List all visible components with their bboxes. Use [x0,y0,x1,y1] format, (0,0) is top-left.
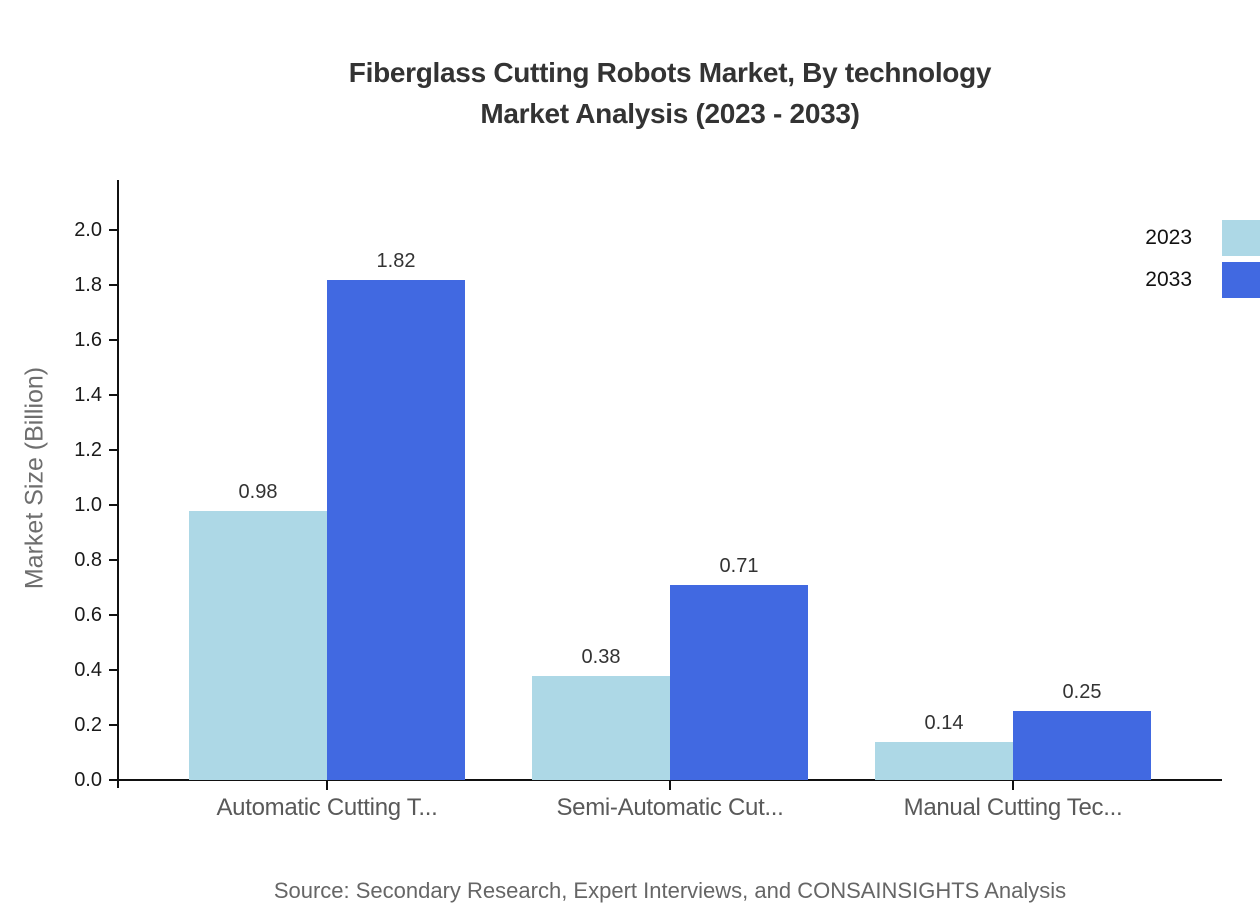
y-tick-label: 1.0 [74,494,102,516]
legend-label: 2023 [1145,226,1192,249]
y-tick-mark [109,724,118,726]
legend-swatch [1222,220,1260,256]
value-label: 0.98 [238,480,278,503]
y-tick-label: 1.2 [74,439,102,461]
y-tick-label: 2.0 [74,219,102,241]
source-note: Source: Secondary Research, Expert Inter… [273,878,1067,903]
y-tick-label: 0.2 [74,714,102,736]
chart-title-line2: Market Analysis (2023 - 2033) [480,98,860,129]
x-tick-mark [669,780,671,790]
legend: 2023 2033 [1145,220,1260,304]
legend-swatch [1222,262,1260,298]
category-label: Automatic Cutting T... [216,794,438,821]
value-label: 1.82 [376,249,416,272]
y-tick-mark [109,614,118,616]
x-tick-mark [1012,780,1014,790]
y-tick-mark [109,779,118,781]
legend-label: 2033 [1145,268,1192,291]
y-tick-label: 0.4 [74,659,102,681]
category-label: Manual Cutting Tec... [903,794,1123,821]
bar-2023 [189,510,327,780]
value-label: 0.25 [1062,681,1102,704]
bar-2023 [532,675,670,780]
y-tick-mark [109,339,118,341]
bar-2033 [670,584,808,780]
y-tick-label: 1.4 [74,384,102,406]
y-tick-mark [109,449,118,451]
legend-item-2023: 2023 [1145,220,1260,256]
y-tick-mark [109,394,118,396]
y-tick-label: 1.8 [74,274,102,296]
value-label: 0.14 [924,711,964,734]
y-tick-label: 1.6 [74,329,102,351]
legend-item-2033: 2033 [1145,262,1260,298]
y-tick-mark [109,229,118,231]
y-tick-label: 0.8 [74,549,102,571]
y-tick-label: 0.0 [74,769,102,791]
x-axis-line [109,779,1222,781]
value-label: 0.38 [581,645,621,668]
category-label: Semi-Automatic Cut... [556,794,784,821]
bar-2023 [875,741,1013,780]
y-tick-mark [109,669,118,671]
y-tick-mark [109,559,118,561]
x-tick-mark [326,780,328,790]
y-tick-mark [109,284,118,286]
y-tick-mark [109,504,118,506]
y-tick-label: 0.6 [74,604,102,626]
chart-title: Fiberglass Cutting Robots Market, By tec… [80,52,1260,134]
chart-title-line1: Fiberglass Cutting Robots Market, By tec… [348,57,992,88]
value-label: 0.71 [719,554,759,577]
y-axis-line [117,180,119,788]
bar-2033 [1013,711,1151,780]
bar-2033 [327,279,465,780]
